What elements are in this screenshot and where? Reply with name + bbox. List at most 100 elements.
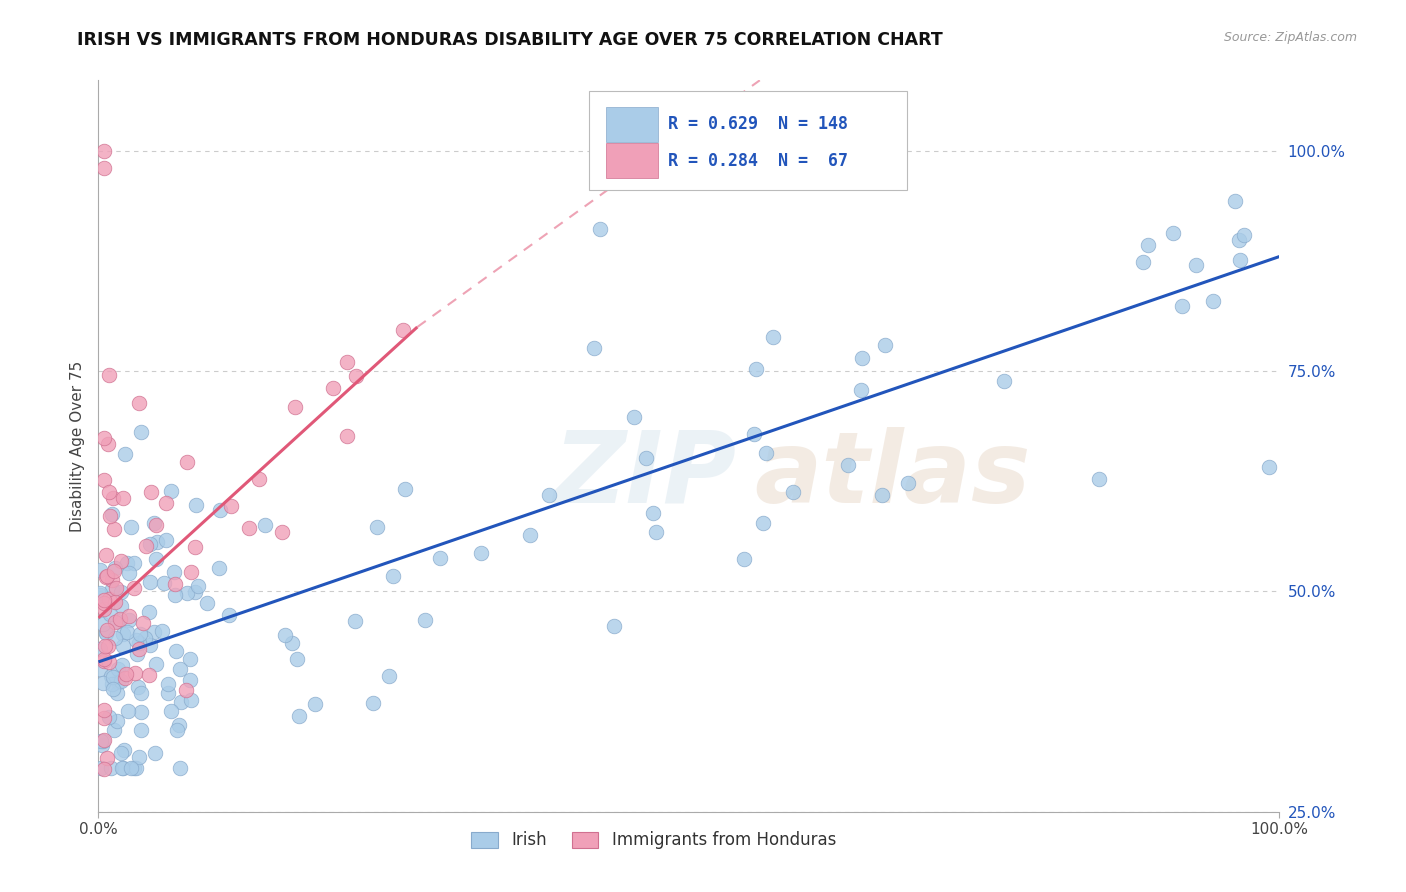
Point [183, 540, 205, 554]
Point [336, 355, 359, 369]
Point [93, 733, 115, 747]
Point [112, 639, 135, 653]
Point [97, 437, 120, 451]
Point [139, 537, 162, 551]
Point [97, 368, 120, 383]
Point [851, 383, 873, 397]
Point [752, 516, 775, 531]
Point [873, 338, 896, 352]
Point [288, 709, 311, 723]
Point [218, 608, 240, 623]
Point [128, 636, 150, 650]
Point [115, 557, 138, 571]
Point [110, 585, 132, 599]
Point [152, 575, 174, 590]
Point [104, 631, 127, 645]
Point [837, 458, 859, 472]
Point [537, 488, 560, 502]
Point [1132, 255, 1154, 269]
Point [96, 623, 118, 637]
FancyBboxPatch shape [589, 91, 907, 190]
Point [143, 516, 166, 531]
Point [94, 570, 117, 584]
Point [582, 342, 605, 356]
Point [97, 655, 120, 669]
Point [96, 750, 118, 764]
Point [247, 472, 270, 486]
Point [745, 361, 768, 376]
Point [139, 638, 162, 652]
Point [851, 351, 873, 365]
Point [94, 625, 117, 640]
Point [134, 632, 156, 646]
Point [163, 577, 186, 591]
Point [782, 484, 804, 499]
Point [93, 654, 115, 668]
Point [115, 667, 138, 681]
Point [105, 714, 128, 729]
Point [139, 575, 162, 590]
Point [184, 499, 207, 513]
Point [179, 673, 201, 688]
Point [167, 717, 190, 731]
Point [94, 548, 117, 562]
Point [93, 593, 115, 607]
Point [100, 669, 122, 683]
Point [603, 619, 626, 633]
Point [634, 450, 657, 465]
Point [118, 566, 141, 580]
Point [93, 733, 115, 747]
Point [179, 652, 201, 666]
Point [169, 761, 191, 775]
Point [187, 579, 209, 593]
Point [125, 632, 148, 647]
Point [160, 704, 183, 718]
Point [170, 695, 193, 709]
Point [124, 557, 146, 571]
Point [142, 624, 165, 639]
Text: IRISH VS IMMIGRANTS FROM HONDURAS DISABILITY AGE OVER 75 CORRELATION CHART: IRISH VS IMMIGRANTS FROM HONDURAS DISABI… [77, 31, 943, 49]
FancyBboxPatch shape [606, 144, 658, 178]
Point [761, 330, 783, 344]
Point [117, 704, 139, 718]
Point [103, 670, 125, 684]
Point [90, 761, 112, 775]
FancyBboxPatch shape [606, 107, 658, 142]
Text: R = 0.284  N =  67: R = 0.284 N = 67 [668, 152, 848, 169]
Point [103, 723, 125, 737]
Point [93, 676, 115, 690]
Point [93, 596, 115, 610]
Point [105, 686, 128, 700]
Point [129, 425, 152, 439]
Point [97, 591, 120, 606]
Point [280, 636, 302, 650]
Point [125, 761, 148, 775]
Point [1171, 299, 1194, 313]
Point [344, 369, 367, 384]
Point [89, 662, 111, 676]
Point [104, 615, 127, 629]
Point [128, 642, 150, 657]
Point [1258, 459, 1281, 474]
Point [112, 742, 135, 756]
Point [129, 705, 152, 719]
Point [93, 602, 115, 616]
Point [120, 520, 142, 534]
Point [105, 614, 128, 628]
Point [135, 539, 157, 553]
Text: Source: ZipAtlas.com: Source: ZipAtlas.com [1223, 31, 1357, 45]
Point [104, 595, 127, 609]
Point [90, 733, 112, 747]
Point [129, 686, 152, 700]
Point [108, 612, 131, 626]
Legend: Irish, Immigrants from Honduras: Irish, Immigrants from Honduras [464, 825, 842, 856]
Point [1225, 194, 1247, 208]
Point [274, 628, 297, 642]
Point [378, 669, 401, 683]
Point [138, 605, 160, 619]
Point [111, 491, 134, 505]
Point [110, 554, 132, 568]
Point [1161, 227, 1184, 241]
Point [180, 565, 202, 579]
Point [128, 396, 150, 410]
